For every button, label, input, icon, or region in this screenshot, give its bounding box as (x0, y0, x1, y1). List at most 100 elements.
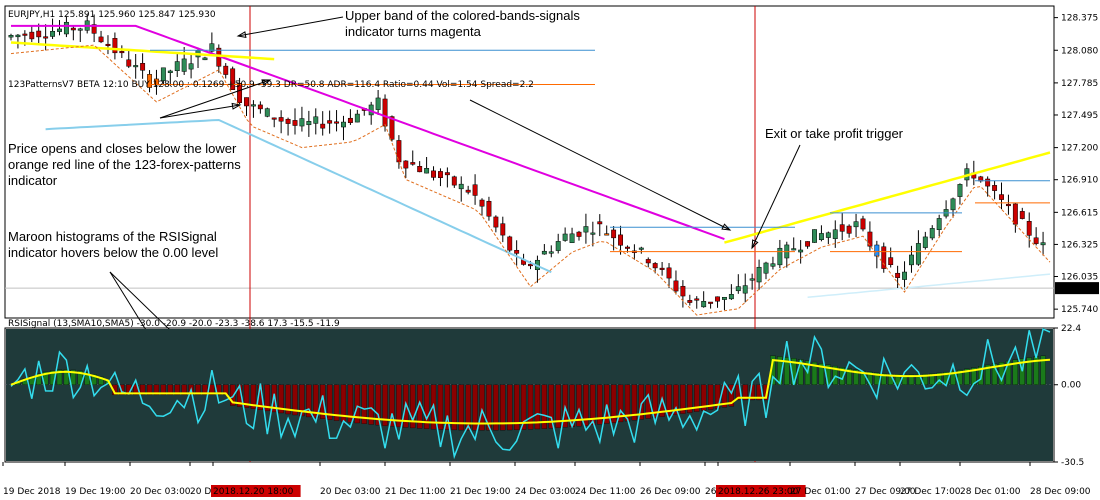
histogram-bar (396, 384, 402, 428)
histogram-bar (160, 384, 167, 396)
annotation-exit-trigger: Exit or take profit trigger (765, 126, 904, 141)
symbol-label: EURJPY,H1 125.891 125.960 125.847 125.93… (8, 10, 216, 20)
histogram-bar (576, 384, 582, 427)
histogram-bar (597, 384, 603, 425)
histogram-bar (590, 384, 596, 426)
candle-body (749, 278, 755, 281)
candle-body (832, 229, 838, 239)
candle-body (992, 185, 998, 191)
candle-body (57, 28, 62, 32)
candle-body (223, 65, 229, 75)
rsi-cyan-line (10, 328, 1051, 460)
candle-body (957, 184, 963, 197)
candle-body (798, 249, 804, 253)
candle-body (299, 118, 305, 127)
candle-body (687, 300, 693, 303)
histogram-bar (299, 384, 305, 417)
x-tick-label: 2018.12.26 23:00 (718, 487, 799, 497)
histogram-bar (195, 384, 201, 396)
histogram-bar (493, 384, 499, 431)
histogram-bar (707, 384, 714, 410)
candle-body (292, 120, 298, 126)
candle-body (860, 218, 866, 230)
candle-body (839, 224, 845, 232)
arrow-upper-band-head (236, 31, 247, 38)
histogram-bar (451, 384, 457, 431)
histogram-bar (604, 384, 610, 424)
price-tick-label: 126.615 (1061, 208, 1098, 218)
histogram-bar (36, 373, 42, 385)
histogram-bar (520, 384, 527, 430)
histogram-bar (908, 374, 915, 385)
candle-body (548, 251, 554, 254)
candle-body (909, 254, 914, 266)
candle-body (625, 246, 630, 249)
rsi-signal-yellow-line (10, 358, 1051, 425)
histogram-bar (458, 384, 464, 431)
candle-body (285, 118, 291, 124)
histogram-bar (181, 384, 187, 396)
candle-body (874, 244, 880, 257)
candle-body (756, 266, 762, 283)
candle-body (98, 36, 104, 43)
candle-body (313, 116, 319, 124)
annotation-price-below: orange red line of the 123-forex-pattern… (8, 157, 241, 172)
histogram-bar (811, 361, 818, 385)
histogram-bar (742, 384, 748, 401)
candle-body (306, 121, 312, 126)
candle-body (181, 58, 187, 72)
candle-body (846, 225, 852, 234)
candle-body (666, 267, 672, 279)
candle-body (244, 97, 249, 107)
candle-body (888, 257, 894, 265)
candle-body (1019, 211, 1025, 219)
histogram-bar (1040, 355, 1046, 385)
price-tick-label: 128.080 (1061, 46, 1098, 56)
histogram-bar (375, 384, 381, 426)
x-tick-label: 19 Dec 2018 (3, 487, 61, 497)
candle-body (902, 271, 907, 280)
lower-band-recovery (807, 273, 1051, 299)
candle-body (1012, 203, 1018, 225)
histogram-bar (167, 384, 173, 396)
candle-body (555, 241, 561, 251)
early-yellow-band (10, 41, 275, 61)
candle-body (936, 218, 942, 230)
histogram-bar (617, 384, 624, 423)
lower-band-blue (45, 118, 552, 274)
candle-body (715, 296, 720, 302)
candle-body (576, 231, 582, 237)
x-tick-label: 24 Dec 11:00 (575, 487, 636, 497)
annotation-price-below: Price opens and closes below the lower (8, 141, 237, 156)
histogram-bar (486, 384, 492, 431)
histogram-bar (500, 384, 506, 431)
price-tick-label: 126.910 (1061, 176, 1098, 186)
histogram-bar (70, 369, 76, 385)
candle-body (278, 117, 284, 122)
candle-body (479, 199, 485, 207)
candle-body (985, 178, 991, 187)
histogram-bar (950, 370, 956, 385)
histogram-bar (631, 384, 638, 421)
histogram-bar (472, 384, 478, 431)
x-tick-label: 19 Dec 19:00 (65, 487, 126, 497)
histogram-bar (1012, 359, 1019, 385)
candle-body (147, 74, 152, 88)
histogram-bar (333, 384, 340, 421)
x-tick-label: 20 Dec 03:00 (320, 487, 381, 497)
annotation-price-below: indicator (8, 173, 58, 188)
candle-body (465, 189, 471, 193)
candle-body (105, 43, 111, 46)
candle-body (8, 34, 14, 38)
histogram-bar (479, 384, 485, 431)
candle-body (701, 301, 707, 308)
candle-body (209, 43, 215, 52)
candle-body (424, 168, 430, 174)
histogram-bar (881, 373, 887, 385)
candle-body (472, 184, 478, 196)
x-tick-label: 28 Dec 01:00 (960, 487, 1021, 497)
candle-body (1040, 242, 1046, 246)
candle-body (500, 223, 506, 236)
candle-body (777, 247, 783, 266)
